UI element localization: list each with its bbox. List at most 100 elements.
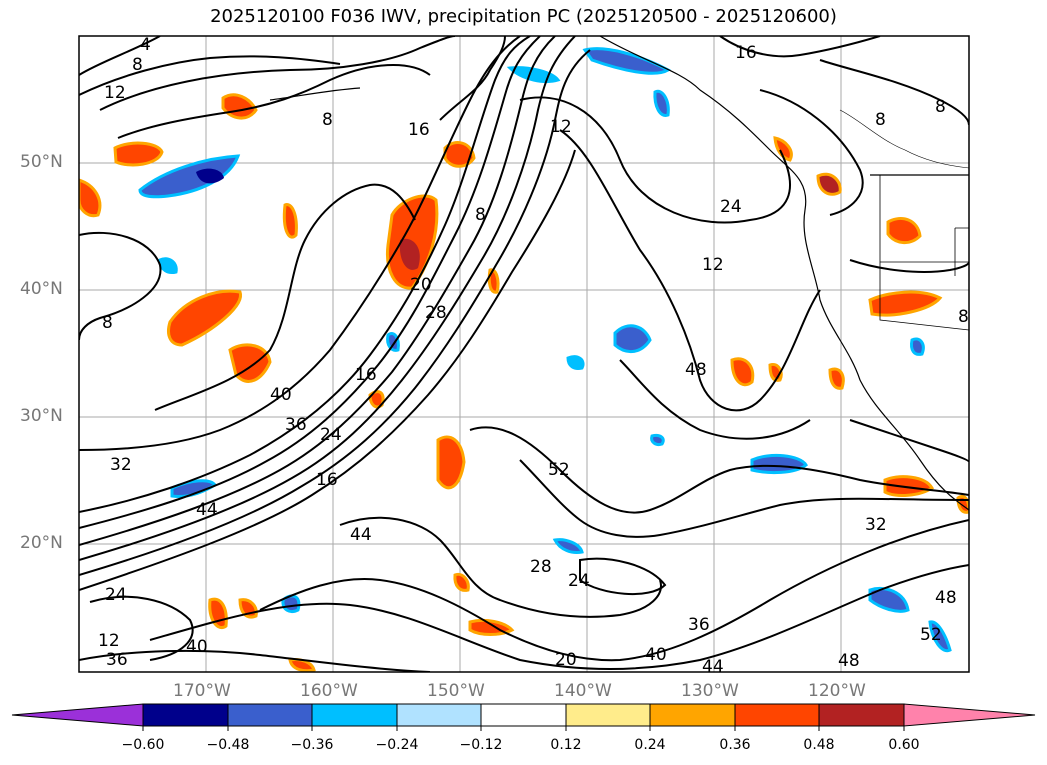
lat-label-40n: 40°N: [20, 279, 63, 299]
contour-line: [117, 63, 431, 139]
precip-patch: [653, 89, 670, 117]
colorbar-tick-label: 0.60: [888, 737, 920, 753]
precip-patch: [443, 141, 476, 168]
contour-label: 12: [98, 631, 120, 651]
colorbar-segment: [818, 703, 905, 727]
contour-line: [79, 36, 576, 561]
contour-line: [79, 149, 576, 591]
contour-label: 44: [350, 525, 372, 545]
contour-label: 52: [548, 460, 570, 480]
contour-line: [79, 36, 541, 529]
contour-label: 8: [935, 97, 946, 117]
colorbar: [11, 703, 1036, 731]
contour-label: 4: [140, 35, 151, 55]
precip-patch: [956, 495, 969, 514]
contour-line: [259, 519, 969, 662]
colorbar-segment: [227, 703, 313, 727]
contour-label: 12: [104, 83, 126, 103]
lon-label-160w: 160°W: [300, 681, 358, 701]
contour-label: 48: [685, 360, 707, 380]
colorbar-tick-label: 0.12: [550, 737, 582, 753]
contour-label: 8: [875, 110, 886, 130]
lon-label-120w: 120°W: [808, 681, 866, 701]
colorbar-tick-label: 0.36: [719, 737, 751, 753]
contour-line: [719, 36, 881, 58]
contour-label: 24: [105, 585, 127, 605]
contour-label: 28: [425, 303, 447, 323]
contour-label: 32: [110, 455, 132, 475]
precip-patch: [730, 357, 755, 387]
colorbar-tick-label: −0.48: [206, 737, 250, 753]
contour-label: 16: [735, 43, 757, 63]
contour-line: [439, 36, 506, 121]
precip-patch: [883, 475, 935, 497]
lon-label-140w: 140°W: [554, 681, 612, 701]
coastlines: [269, 36, 969, 511]
contour-line: [79, 36, 556, 546]
contour-line: [79, 36, 161, 76]
colorbar-segment: [142, 703, 229, 727]
precip-patch: [506, 66, 561, 83]
precip-patch: [79, 178, 102, 218]
contour-label: 48: [935, 588, 957, 608]
colorbar-tick-label: 0.48: [803, 737, 835, 753]
precip-patch: [399, 238, 420, 270]
contour-label: 24: [720, 197, 742, 217]
contour-line: [79, 36, 531, 513]
contour-label: 16: [355, 365, 377, 385]
contour-line: [89, 595, 194, 661]
contour-label: 16: [408, 120, 430, 140]
precip-patch: [436, 435, 466, 490]
precip-patch: [650, 434, 665, 446]
lat-label-50n: 50°N: [20, 152, 63, 172]
precip-patch: [828, 367, 845, 390]
precip-patch: [113, 141, 164, 167]
contour-line: [579, 557, 667, 596]
coastline: [269, 87, 361, 101]
colorbar-tick-label: 0.24: [634, 737, 666, 753]
precip-patch: [910, 337, 925, 356]
colorbar-tick-label: −0.24: [375, 737, 419, 753]
colorbar-tick-label: −0.12: [459, 737, 503, 753]
precip-patch: [566, 355, 585, 370]
lat-label-30n: 30°N: [20, 406, 63, 426]
colorbar-segment: [480, 703, 567, 727]
contour-label: 36: [285, 415, 307, 435]
precip-positive-patches: [79, 93, 969, 672]
contour-label: 24: [568, 571, 590, 591]
contour-label: 40: [186, 637, 208, 657]
contour-line: [79, 55, 341, 96]
colorbar-tick-label: −0.60: [121, 737, 165, 753]
contour-label: 8: [958, 307, 969, 327]
contour-line: [849, 419, 969, 463]
colorbar-segment: [734, 703, 820, 727]
contour-label: 8: [475, 205, 486, 225]
contour-label: 8: [322, 110, 333, 130]
precip-patch: [453, 572, 470, 592]
colorbar-ticks: [142, 726, 905, 731]
map-panel: [79, 36, 969, 672]
contour-line: [339, 516, 662, 618]
contour-label: 24: [320, 425, 342, 445]
colorbar-segment: [311, 703, 398, 727]
colorbar-segment: [396, 703, 482, 727]
contour-line: [519, 459, 969, 538]
lon-label-170w: 170°W: [173, 681, 231, 701]
contour-label: 16: [316, 470, 338, 490]
precip-patch: [773, 136, 793, 162]
precip-patch: [928, 620, 952, 653]
precip-patch: [386, 332, 400, 352]
lat-label-20n: 20°N: [20, 533, 63, 553]
contour-line: [99, 36, 456, 111]
lon-label-130w: 130°W: [681, 681, 739, 701]
contour-line: [79, 36, 521, 451]
colorbar-segment: [565, 703, 651, 727]
contour-label: 36: [106, 650, 128, 670]
contour-line: [559, 129, 821, 412]
contour-label: 44: [196, 500, 218, 520]
colorbar-tick-label: −0.36: [290, 737, 334, 753]
contour-line: [819, 59, 969, 126]
contour-label: 40: [270, 385, 292, 405]
contour-line: [79, 49, 591, 576]
